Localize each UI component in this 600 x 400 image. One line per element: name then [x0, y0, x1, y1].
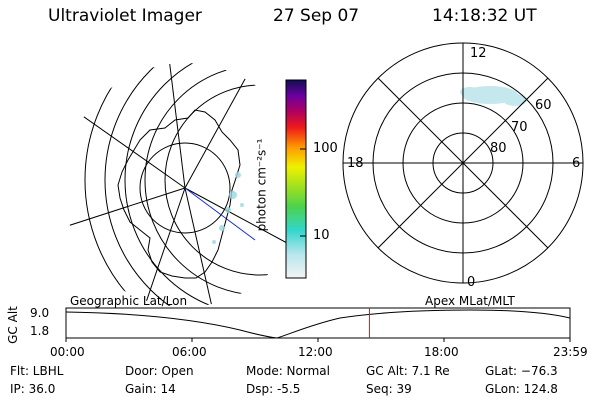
polar-plot — [342, 42, 584, 284]
info-glat: GLat: −76.3 — [485, 364, 558, 378]
timeline-left-title: Geographic Lat/Lon — [70, 294, 188, 308]
timeline-x-tick-3: 18:00 — [424, 345, 459, 359]
longitude-lines — [63, 63, 301, 307]
geographic-map — [63, 63, 307, 307]
time-label: 14:18:32 UT — [432, 6, 537, 26]
colorbar-ticks — [300, 148, 306, 237]
altitude-curve — [65, 309, 571, 339]
aurora-speckle — [212, 172, 244, 244]
date-label: 27 Sep 07 — [273, 6, 360, 26]
mlt-label-18: 18 — [347, 156, 364, 171]
colorbar-tick-100: 100 — [313, 141, 338, 156]
info-seq: Seq: 39 — [366, 382, 412, 396]
info-gain: Gain: 14 — [125, 382, 176, 396]
lat-label-80: 80 — [490, 141, 507, 156]
timeline-x-tick-0: 00:00 — [50, 345, 85, 359]
timeline-axis-label: GC Alt — [5, 306, 20, 344]
lat-label-60: 60 — [535, 98, 552, 113]
coastline — [117, 109, 241, 279]
colorbar — [285, 79, 307, 279]
mlt-label-6: 6 — [572, 156, 581, 171]
aurora-emission — [460, 86, 527, 106]
lat-label-70: 70 — [511, 120, 528, 135]
timeline-x-tick-4: 23:59 — [553, 345, 588, 359]
info-filter: Flt: LBHL — [10, 364, 64, 378]
info-gc-alt: GC Alt: 7.1 Re — [366, 364, 450, 378]
colorbar-tick-10: 10 — [313, 228, 330, 243]
instrument-title: Ultraviolet Imager — [48, 6, 202, 26]
timeline-right-title: Apex MLat/MLT — [425, 294, 515, 308]
timeline-x-ticks — [65, 338, 571, 342]
timeline-x-tick-2: 12:00 — [298, 345, 333, 359]
timeline-x-tick-1: 06:00 — [172, 345, 207, 359]
mlt-label-12: 12 — [470, 46, 487, 61]
info-glon: GLon: 124.8 — [485, 382, 558, 396]
timeline-y-tick-top: 9.0 — [30, 306, 50, 320]
info-door: Door: Open — [125, 364, 194, 378]
info-ip: IP: 36.0 — [10, 382, 56, 396]
orbit-track — [184, 187, 256, 241]
timeline-plot — [65, 307, 571, 342]
colorbar-unit-label: photon cm⁻²s⁻¹ — [254, 138, 269, 232]
timeline-y-tick-bottom: 1.8 — [30, 324, 50, 338]
info-dsp: Dsp: -5.5 — [246, 382, 301, 396]
info-mode: Mode: Normal — [246, 364, 330, 378]
mlt-label-0: 0 — [467, 275, 476, 290]
